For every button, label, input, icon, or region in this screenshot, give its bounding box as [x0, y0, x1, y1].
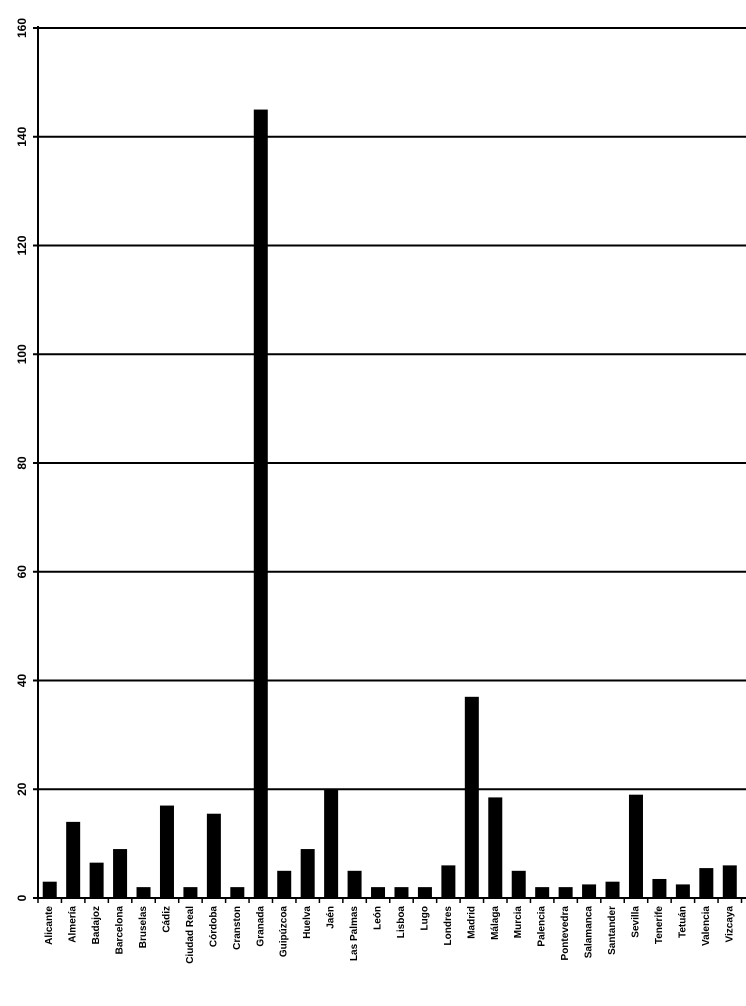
bar-barcelona — [113, 849, 128, 898]
x-tick-label-jaén: Jaén — [326, 906, 337, 929]
bar-pontevedra — [558, 887, 573, 898]
x-tick-label-barcelona: Barcelona — [115, 906, 126, 955]
axes — [33, 26, 746, 903]
bar-tetuán — [675, 884, 690, 898]
x-tick-label-huelva: Huelva — [302, 906, 313, 939]
x-tick-label-cádiz: Cádiz — [161, 906, 172, 933]
bar-madrid — [464, 696, 479, 898]
x-tick-label-murcia: Murcia — [513, 906, 524, 939]
x-tick-label-ciudad-real: Ciudad Real — [185, 906, 196, 964]
y-tick-labels: 0 20 40 60 80 100 120 140 160 — [15, 18, 29, 902]
gridlines — [38, 27, 746, 791]
y-tick-label-100: 100 — [15, 344, 29, 364]
bar-ciudad-real — [183, 887, 198, 898]
bar-cranston — [230, 887, 245, 898]
y-tick-label-0: 0 — [15, 894, 29, 901]
x-tick-label-vizcaya: Vizcaya — [724, 906, 735, 943]
x-tick-label-tetuán: Tetuán — [677, 906, 688, 938]
bar-valencia — [699, 868, 714, 898]
x-tick-label-guipúzcoa: Guipúzcoa — [279, 906, 290, 958]
bar-huelva — [300, 849, 315, 898]
bar-granada — [253, 109, 268, 898]
x-tick-label-león: León — [373, 906, 384, 930]
x-tick-label-valencia: Valencia — [701, 906, 712, 946]
bar-londres — [441, 865, 456, 898]
bar-salamanca — [582, 884, 597, 898]
y-tick-label-160: 160 — [15, 18, 29, 38]
x-tick-label-tenerife: Tenerife — [654, 906, 665, 945]
bar-lugo — [417, 887, 432, 898]
bar-león — [371, 887, 386, 898]
x-tick-label-las-palmas: Las Palmas — [349, 906, 360, 961]
bar-santander — [605, 881, 620, 898]
x-tick-label-sevilla: Sevilla — [630, 906, 641, 938]
bar-alicante — [42, 881, 57, 898]
bar-cádiz — [159, 805, 174, 898]
y-tick-label-120: 120 — [15, 235, 29, 255]
x-tick-label-alicante: Alicante — [44, 906, 55, 945]
x-tick-label-granada: Granada — [255, 906, 266, 947]
bar-almería — [66, 821, 81, 898]
x-tick-labels: Alicante Almería Badajoz Barcelona Bruselas C… — [44, 906, 735, 964]
x-tick-label-almería: Almería — [68, 906, 79, 943]
bar-badajoz — [89, 862, 104, 898]
bar-córdoba — [206, 813, 221, 898]
x-tick-label-pontevedra: Pontevedra — [560, 906, 571, 961]
bar-lisboa — [394, 887, 409, 898]
bar-las-palmas — [347, 870, 362, 898]
bar-vizcaya — [722, 865, 737, 898]
x-tick-label-londres: Londres — [443, 906, 454, 946]
bar-sevilla — [628, 794, 643, 898]
bar-jaén — [324, 789, 339, 898]
bar-tenerife — [652, 878, 667, 898]
y-tick-label-20: 20 — [15, 782, 29, 796]
x-tick-label-lugo: Lugo — [419, 906, 430, 930]
x-tick-label-palencia: Palencia — [537, 906, 548, 947]
x-tick-label-santander: Santander — [607, 906, 618, 955]
x-tick-label-cranston: Cranston — [232, 906, 243, 950]
bar-murcia — [511, 870, 526, 898]
bar-málaga — [488, 797, 503, 898]
x-tick-label-lisboa: Lisboa — [396, 906, 407, 939]
y-tick-label-140: 140 — [15, 126, 29, 146]
x-tick-label-málaga: Málaga — [490, 906, 501, 940]
y-tick-label-60: 60 — [15, 565, 29, 579]
y-tick-label-40: 40 — [15, 674, 29, 688]
x-tick-label-badajoz: Badajoz — [91, 906, 102, 944]
bars — [42, 109, 737, 898]
bar-guipúzcoa — [277, 870, 292, 898]
x-tick-label-salamanca: Salamanca — [584, 906, 595, 959]
x-tick-label-córdoba: Córdoba — [208, 906, 219, 948]
y-tick-label-80: 80 — [15, 456, 29, 470]
x-tick-label-madrid: Madrid — [466, 906, 477, 939]
bar-palencia — [535, 887, 550, 898]
bar-bruselas — [136, 887, 151, 898]
x-tick-label-bruselas: Bruselas — [138, 906, 149, 949]
